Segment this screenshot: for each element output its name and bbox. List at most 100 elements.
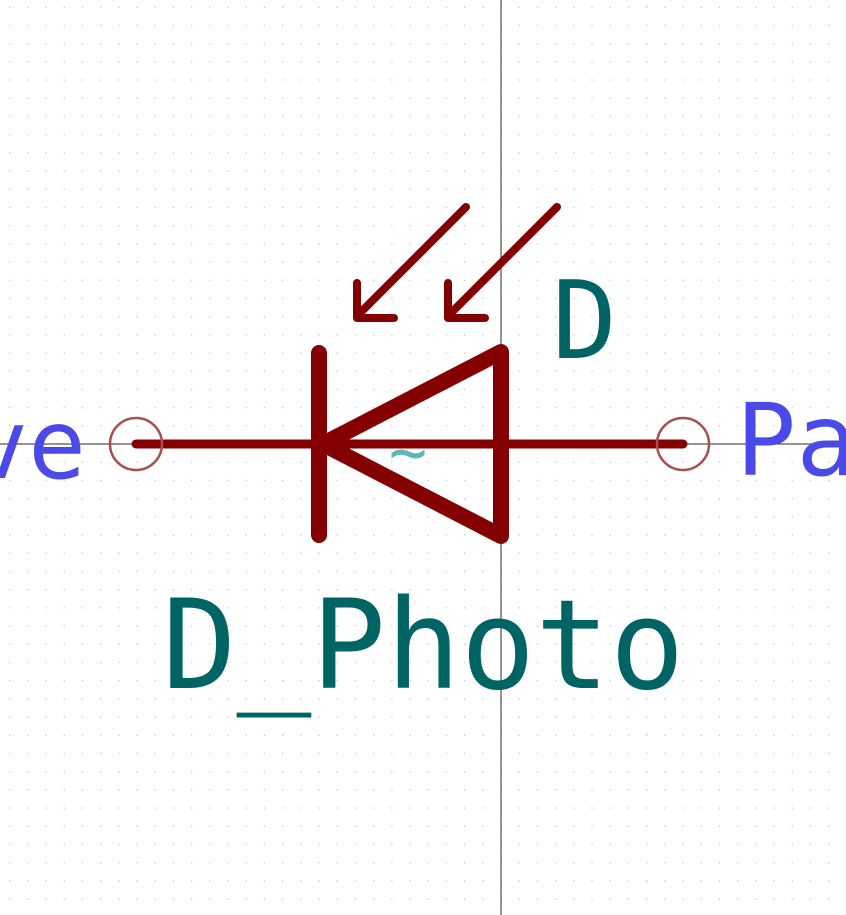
grid-dot — [828, 334, 830, 336]
grid-dot — [45, 552, 47, 554]
grid-dot — [154, 6, 156, 8]
grid-dot — [664, 534, 666, 536]
grid-dot — [627, 152, 630, 154]
grid-dot — [573, 862, 575, 864]
grid-dot — [718, 498, 721, 500]
grid-dot — [136, 752, 138, 755]
grid-dot — [172, 61, 175, 63]
grid-dot — [518, 6, 520, 8]
grid-dot — [591, 589, 593, 591]
grid-dot — [737, 316, 739, 318]
grid-dot — [45, 516, 47, 518]
grid-dot — [664, 170, 666, 172]
grid-dot — [27, 170, 29, 172]
grid-dot — [773, 79, 775, 81]
grid-dot — [63, 898, 65, 900]
grid-dot — [809, 752, 812, 755]
grid-dot — [9, 316, 11, 318]
grid-dot — [555, 607, 557, 609]
grid-dot — [536, 880, 539, 882]
grid-dot — [591, 97, 593, 99]
grid-dot — [118, 152, 120, 154]
grid-dot — [482, 734, 484, 736]
grid-dot — [773, 698, 775, 700]
grid-dot — [227, 425, 229, 427]
grid-dot — [354, 498, 357, 500]
grid-dot — [118, 516, 120, 518]
grid-dot — [773, 570, 775, 573]
grid-dot — [227, 388, 229, 391]
grid-dot — [700, 134, 702, 136]
grid-dot — [791, 716, 793, 718]
grid-dot — [172, 534, 175, 536]
grid-dot — [464, 570, 466, 573]
grid-dot — [536, 152, 539, 154]
grid-dot — [809, 279, 812, 281]
grid-dot — [9, 643, 11, 645]
grid-dot — [227, 843, 229, 846]
grid-dot — [609, 388, 611, 391]
grid-dot — [45, 752, 47, 755]
grid-dot — [282, 297, 284, 300]
grid-dot — [555, 61, 557, 63]
grid-dot — [518, 152, 520, 154]
grid-dot — [27, 152, 29, 154]
grid-dot — [700, 206, 702, 209]
grid-dot — [209, 79, 211, 81]
grid-dot — [609, 825, 611, 827]
grid-dot — [63, 716, 65, 718]
reference-designator[interactable]: D — [552, 259, 617, 384]
grid-dot — [518, 862, 520, 864]
grid-dot — [318, 79, 320, 81]
grid-dot — [373, 43, 375, 45]
grid-dot — [828, 188, 830, 190]
grid-dot — [136, 807, 138, 809]
grid-dot — [809, 680, 812, 682]
pin-left-endpoint[interactable] — [108, 416, 164, 472]
grid-dot — [791, 188, 793, 190]
grid-dot — [209, 898, 211, 900]
grid-dot — [245, 716, 247, 718]
value-field[interactable]: D_Photo — [162, 574, 685, 718]
grid-dot — [482, 771, 484, 773]
grid-dot — [373, 898, 375, 900]
grid-dot — [555, 807, 557, 809]
grid-dot — [409, 243, 411, 245]
grid-dot — [555, 170, 557, 172]
grid-dot — [755, 680, 757, 682]
grid-dot — [9, 115, 11, 118]
grid-dot — [391, 352, 393, 354]
grid-dot — [427, 607, 429, 609]
grid-dot — [100, 152, 102, 154]
grid-dot — [482, 206, 484, 209]
grid-dot — [809, 589, 812, 591]
grid-dot — [300, 479, 302, 482]
grid-dot — [755, 206, 757, 209]
grid-dot — [100, 716, 102, 718]
grid-dot — [755, 407, 757, 409]
grid-dot — [791, 516, 793, 518]
grid-dot — [118, 479, 120, 482]
grid-dot — [646, 6, 648, 8]
pin-right-endpoint[interactable] — [655, 416, 711, 472]
grid-dot — [518, 61, 520, 63]
grid-dot — [700, 807, 702, 809]
grid-dot — [100, 570, 102, 573]
grid-dot — [136, 243, 138, 245]
grid-dot — [718, 680, 721, 682]
grid-dot — [245, 461, 247, 463]
grid-dot — [191, 279, 193, 281]
grid-dot — [391, 825, 393, 827]
grid-dot — [646, 789, 648, 791]
grid-dot — [809, 607, 812, 609]
grid-dot — [445, 680, 448, 682]
grid-dot — [409, 425, 411, 427]
grid-dot — [573, 334, 575, 336]
grid-dot — [63, 79, 65, 81]
grid-dot — [427, 661, 429, 664]
grid-dot — [27, 862, 29, 864]
grid-dot — [646, 225, 648, 227]
grid-dot — [373, 680, 375, 682]
